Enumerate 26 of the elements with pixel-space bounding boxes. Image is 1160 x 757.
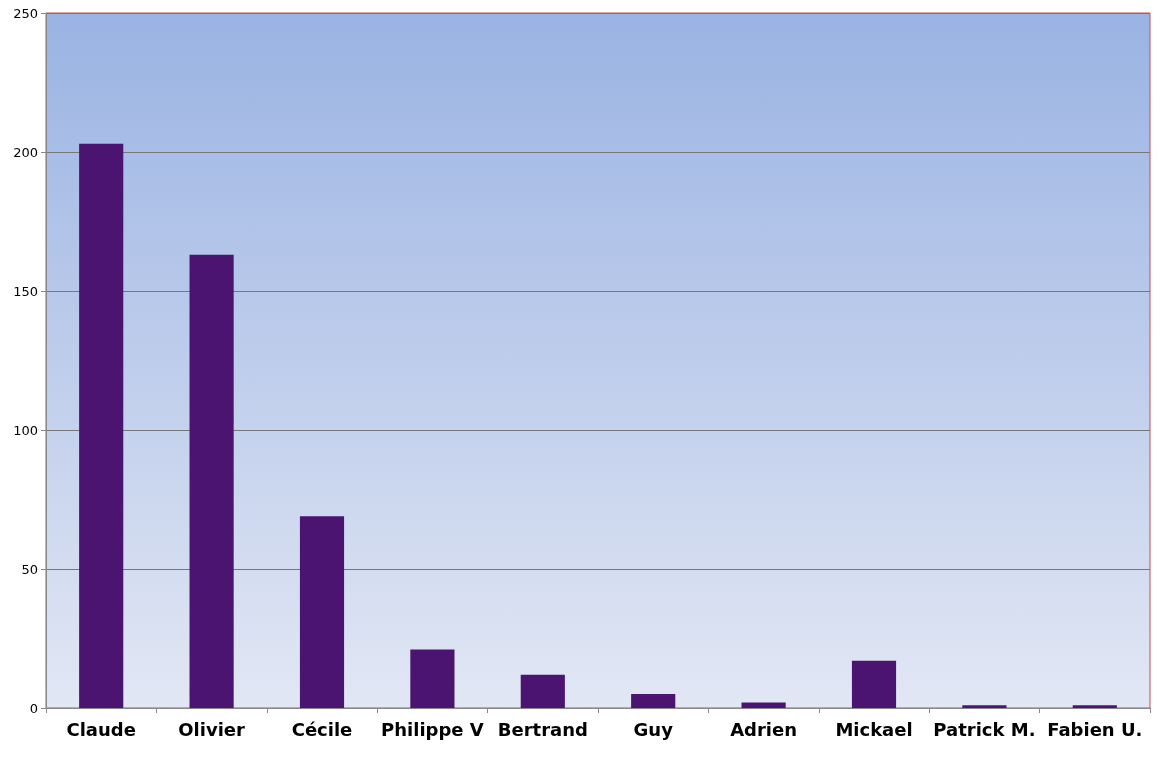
y-tick-label: 100 (13, 422, 38, 438)
x-tick-label: Fabien U. (1047, 718, 1143, 740)
x-tick-label: Guy (633, 718, 674, 740)
y-tick-label: 150 (13, 283, 38, 299)
y-tick-label: 250 (13, 5, 38, 21)
x-tick-label: Olivier (178, 718, 246, 740)
x-tick-label: Adrien (730, 718, 798, 740)
x-tick-label: Philippe V (381, 718, 484, 740)
bar (79, 143, 124, 708)
y-tick-label: 0 (29, 700, 38, 716)
bar (962, 705, 1007, 708)
bar (631, 694, 676, 708)
y-tick-label: 200 (13, 144, 38, 160)
bar (1072, 705, 1117, 708)
bar (851, 660, 897, 708)
bar (189, 254, 234, 708)
bar (410, 649, 455, 708)
bar (520, 674, 565, 708)
x-tick-label: Mickael (835, 718, 913, 740)
bar (741, 702, 786, 708)
bar (299, 516, 345, 708)
y-tick-label: 50 (21, 561, 38, 577)
x-tick-label: Cécile (291, 718, 353, 740)
x-tick-label: Patrick M. (933, 718, 1036, 740)
x-tick-label: Claude (66, 718, 136, 740)
x-tick-label: Bertrand (497, 718, 588, 740)
